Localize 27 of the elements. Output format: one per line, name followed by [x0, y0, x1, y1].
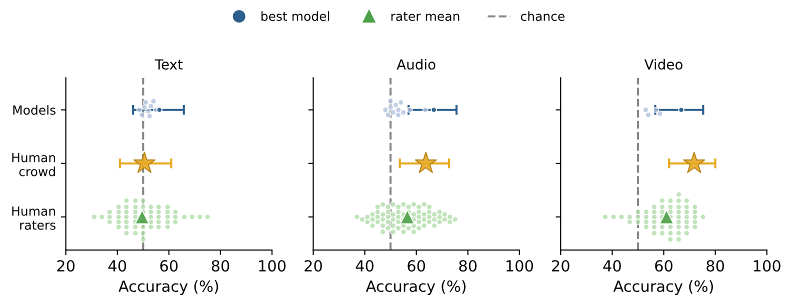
x-tick-label: 80	[706, 260, 724, 272]
x-tick-label: 100	[754, 260, 780, 272]
x-tick-label: 20	[57, 260, 75, 272]
x-axis-title: Accuracy (%)	[366, 280, 466, 295]
x-tick-label: 80	[212, 260, 230, 272]
x-tick-label: 40	[603, 260, 621, 272]
y-tick-label: Human crowd	[12, 152, 56, 176]
chart-title: Video	[644, 58, 682, 70]
x-axis-title: Accuracy (%)	[118, 280, 218, 295]
x-tick-label: 60	[655, 260, 672, 272]
x-axis-title: Accuracy (%)	[613, 280, 713, 295]
chart-title: Text	[154, 59, 183, 70]
x-tick-label: 60	[408, 260, 426, 272]
y-tick-label: Models	[13, 105, 56, 115]
legend-label: rater mean	[391, 12, 460, 21]
x-tick-label: 20	[304, 260, 322, 272]
x-tick-label: 20	[552, 260, 570, 272]
x-tick-label: 40	[356, 260, 374, 272]
x-tick-label: 60	[160, 260, 178, 272]
legend-label: best model	[261, 11, 330, 21]
x-tick-label: 100	[506, 260, 533, 272]
chart-title: Audio	[396, 58, 436, 70]
legend-label: chance	[520, 11, 564, 21]
x-tick-label: 80	[459, 260, 477, 272]
y-tick-label: Human raters	[12, 206, 56, 230]
x-tick-label: 100	[259, 260, 286, 272]
x-tick-label: 40	[108, 260, 126, 272]
